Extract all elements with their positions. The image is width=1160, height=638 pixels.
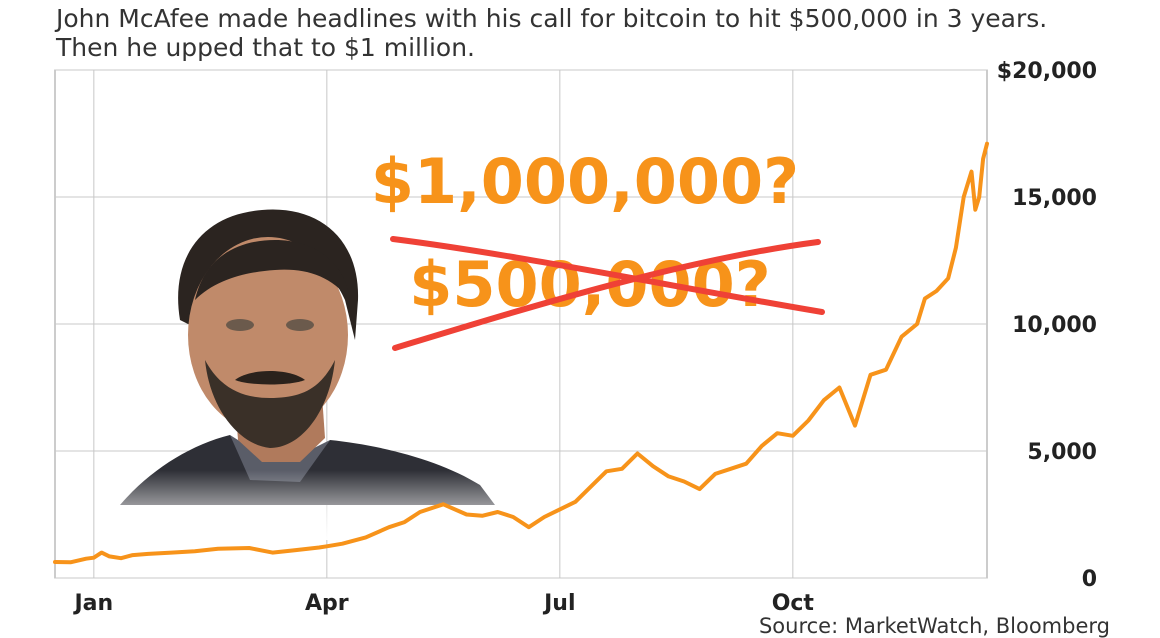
x-tick-label: Oct [772, 591, 815, 616]
y-tick-label: 10,000 [1012, 313, 1097, 338]
y-tick-label: 15,000 [1012, 186, 1097, 211]
chart-subtitle: John McAfee made headlines with his call… [56, 4, 1146, 62]
x-tick-label: Jan [72, 591, 113, 616]
source-note: Source: MarketWatch, Bloomberg [758, 614, 1110, 638]
y-tick-label: $20,000 [997, 59, 1097, 84]
portrait-fade [100, 470, 520, 540]
portrait-eye-left [226, 319, 254, 331]
portrait-mustache [235, 371, 305, 385]
y-tick-label: 0 [1082, 567, 1097, 592]
line-layer [53, 141, 989, 565]
annotation-new-target: $1,000,000? [371, 145, 799, 218]
subtitle-line-2: Then he upped that to $1 million. [56, 33, 475, 62]
y-tick-label: 5,000 [1027, 440, 1097, 465]
portrait-hair [178, 209, 359, 340]
axis-layer: 0 5,000 10,000 15,000 $20,000 Jan Apr Jul Oct [72, 59, 1097, 616]
portrait-fringe [195, 240, 350, 300]
strike-line-2 [392, 239, 821, 351]
portrait-photo [100, 209, 520, 540]
portrait-face [188, 237, 348, 433]
x-tick-label: Apr [305, 591, 349, 616]
strike-line-1 [390, 236, 825, 315]
x-tick-label: Jul [542, 591, 575, 616]
annotation-layer: $1,000,000? $500,000? [371, 145, 825, 351]
price-series-line [53, 141, 989, 565]
portrait-eye-right [286, 319, 314, 331]
portrait-beard [205, 360, 335, 448]
subtitle-line-1: John McAfee made headlines with his call… [56, 4, 1048, 33]
